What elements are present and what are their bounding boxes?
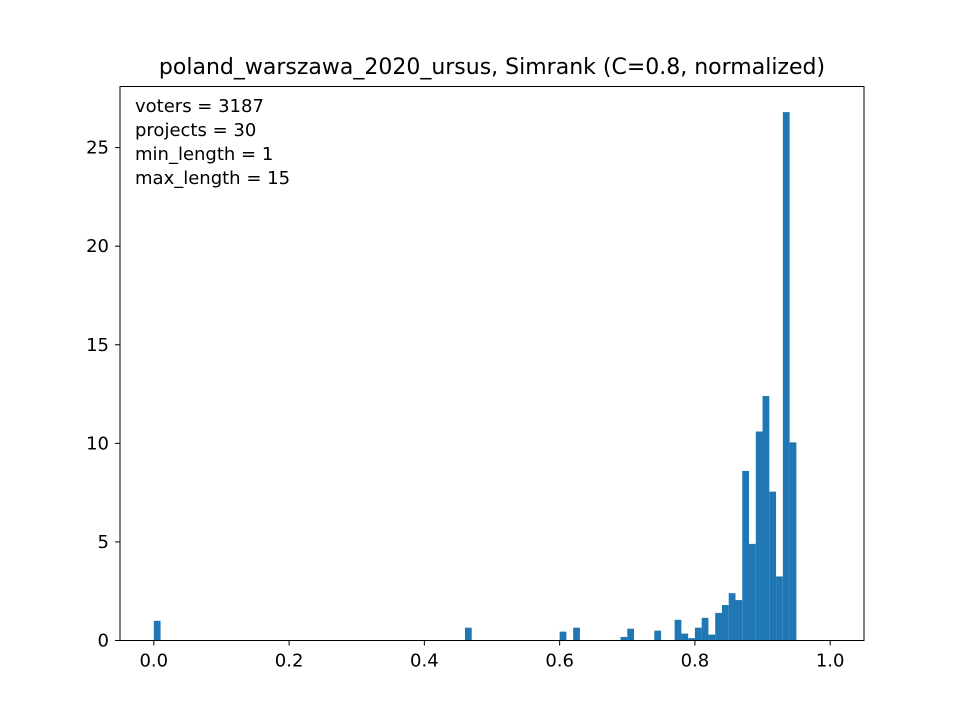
x-tick-label: 0.6 [545,651,574,672]
histogram-bar [721,605,729,641]
y-tick-label: 10 [86,433,109,454]
histogram-bar [674,619,682,641]
x-tick-label: 0.0 [139,651,168,672]
histogram-bar [742,470,750,641]
x-tick-label: 0.2 [275,651,304,672]
y-tick-label: 5 [98,532,109,553]
histogram-bar [749,543,756,641]
annotation-line: min_length = 1 [135,144,273,165]
x-tick-label: 0.4 [410,651,439,672]
histogram-bar [728,593,736,641]
annotation-line: projects = 30 [135,120,256,141]
y-tick-label: 0 [98,631,109,652]
histogram-bar [681,633,689,641]
histogram-bar [620,636,628,641]
y-tick-label: 20 [86,236,109,257]
histogram-bar [755,431,763,641]
chart-title: poland_warszawa_2020_ursus, Simrank (C=0… [159,55,825,80]
bars-group [153,112,797,641]
annotation-line: voters = 3187 [135,96,264,117]
histogram-bar [708,634,716,641]
histogram-bar [464,627,472,641]
histogram-bar [153,620,161,641]
plot-frame [119,86,865,641]
histogram-bar [789,442,797,641]
histogram-bar [573,627,580,641]
histogram-bar [559,631,567,641]
histogram-bar [762,396,770,641]
histogram-bar [715,612,722,641]
histogram-bar [735,600,743,641]
annotation-line: max_length = 15 [135,168,290,189]
y-tick-label: 15 [86,335,109,356]
y-tick-label: 25 [86,138,109,159]
x-tick-label: 0.8 [681,651,710,672]
histogram-bar [782,112,790,641]
histogram-bar [769,491,777,641]
histogram-bar [627,628,635,641]
histogram-bar [701,617,709,641]
stats-annotation: voters = 3187 projects = 30 min_length = 1… [135,96,290,189]
y-axis: 0 5 10 15 20 25 [86,138,120,652]
histogram-bar [688,638,695,641]
x-tick-label: 1.0 [816,651,845,672]
histogram-bar [654,630,662,641]
histogram-bar [694,627,702,641]
x-axis: 0.0 0.2 0.4 0.6 0.8 1.0 [139,640,845,672]
histogram-bar [776,576,783,641]
